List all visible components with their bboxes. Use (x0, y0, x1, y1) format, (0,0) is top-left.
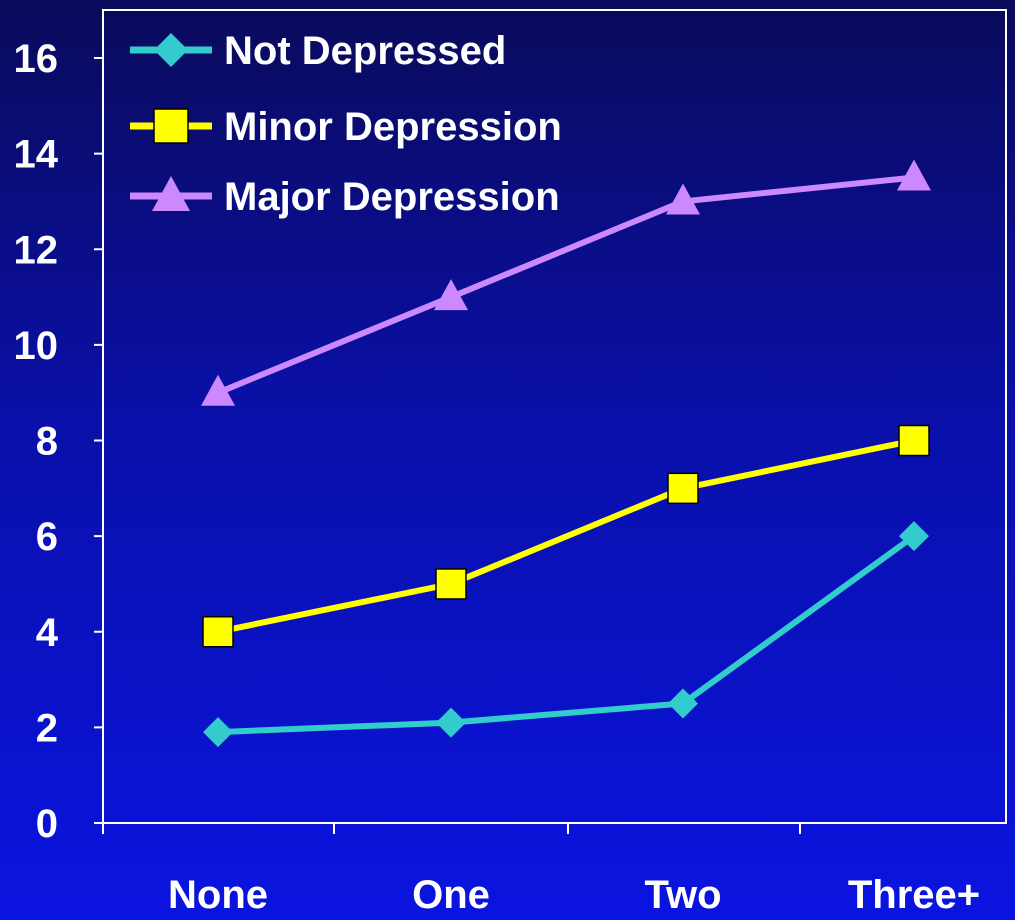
y-tick-label: 4 (36, 611, 59, 655)
y-tick-label: 12 (14, 228, 59, 272)
data-point-square (667, 472, 699, 505)
legend: Not Depressed Minor Depression Major Depre… (130, 29, 562, 219)
legend-label: Major Depression (224, 175, 560, 219)
y-tick-label: 6 (36, 515, 58, 559)
series-major-depression (201, 159, 931, 406)
legend-item: Not Depressed (130, 29, 506, 73)
y-tick-label: 10 (14, 324, 59, 368)
data-point-triangle (897, 159, 931, 191)
y-tick-label: 8 (36, 420, 58, 464)
series-line (216, 174, 915, 396)
data-point-triangle (434, 279, 468, 311)
data-point-diamond (203, 717, 233, 748)
x-axis: None One Two Three+ (102, 823, 980, 917)
x-tick-label: Two (644, 873, 721, 917)
data-point-square (202, 616, 234, 648)
data-point-triangle (201, 374, 235, 406)
y-axis: 0 2 4 6 8 10 12 14 16 (14, 37, 103, 846)
y-tick-label: 16 (14, 37, 59, 81)
y-tick-label: 0 (36, 802, 58, 846)
legend-label: Not Depressed (224, 29, 506, 73)
legend-item: Major Depression (130, 175, 560, 219)
data-point-diamond (899, 521, 929, 552)
series-line (217, 437, 915, 635)
series-minor-depression (202, 424, 930, 648)
x-tick-label: One (412, 873, 490, 917)
data-point-triangle (666, 183, 700, 215)
x-tick-label: Three+ (848, 873, 980, 917)
data-point-square (435, 568, 467, 600)
y-tick-label: 2 (36, 706, 58, 750)
x-tick-label: None (168, 873, 268, 917)
series-line (217, 533, 916, 736)
series-not-depressed (203, 521, 929, 748)
legend-marker-square (153, 108, 189, 144)
data-point-diamond (668, 688, 698, 719)
legend-marker-diamond (154, 33, 188, 67)
legend-item: Minor Depression (130, 105, 562, 149)
data-point-diamond (436, 707, 466, 738)
data-point-square (898, 424, 930, 457)
legend-marker-triangle (152, 176, 190, 211)
legend-label: Minor Depression (224, 105, 562, 149)
plot-area (102, 9, 1007, 824)
y-tick-label: 14 (14, 133, 59, 177)
series-layer (201, 159, 931, 748)
